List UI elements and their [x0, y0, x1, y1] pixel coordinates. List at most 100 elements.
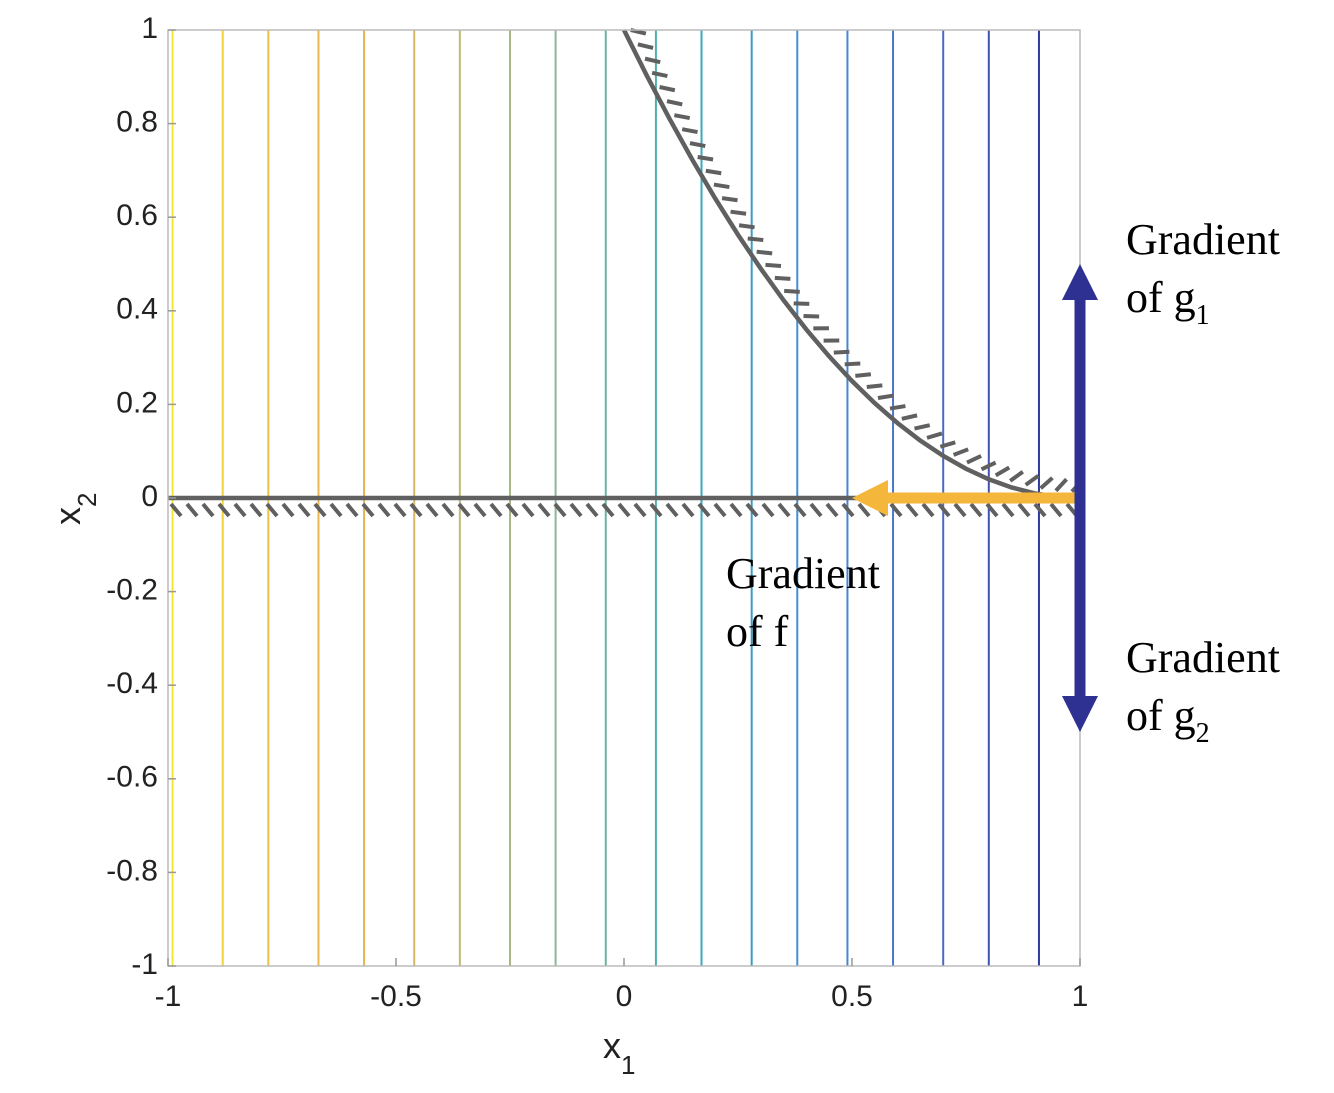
- hatch: [409, 502, 423, 518]
- hatch: [784, 288, 800, 294]
- hatch: [953, 502, 967, 518]
- hatch: [841, 502, 855, 518]
- hatch: [844, 361, 861, 367]
- hatch: [1001, 502, 1015, 518]
- hatch: [914, 423, 931, 431]
- hatch: [489, 502, 503, 518]
- hatch: [803, 314, 820, 319]
- hatch: [637, 42, 654, 50]
- hatch: [457, 502, 471, 518]
- hatch: [747, 236, 764, 243]
- hatch: [585, 502, 599, 518]
- hatch: [681, 127, 698, 135]
- arrow-head: [1062, 696, 1098, 732]
- hatch: [425, 502, 439, 518]
- hatch: [969, 502, 983, 518]
- y-tick-label: 0.6: [116, 199, 158, 232]
- hatch: [393, 502, 407, 518]
- x-tick-label: 0.5: [831, 980, 873, 1013]
- hatch: [713, 182, 730, 190]
- y-tick-label: -0.8: [106, 854, 158, 887]
- hatch: [901, 413, 918, 421]
- hatch: [169, 502, 183, 518]
- hatch: [666, 99, 683, 107]
- hatch: [877, 393, 894, 400]
- hatch: [659, 85, 676, 93]
- y-tick-label: 0: [141, 480, 158, 513]
- hatch: [617, 502, 631, 518]
- y-tick-label: -0.2: [106, 574, 158, 607]
- hatch: [345, 502, 359, 518]
- y-axis-label: x2: [47, 493, 102, 525]
- hatch: [1024, 474, 1040, 487]
- annotation: Gradient: [726, 549, 880, 598]
- hatch: [738, 223, 755, 230]
- hatch: [793, 301, 810, 306]
- x-tick-label: -0.5: [370, 980, 422, 1013]
- hatch: [329, 502, 343, 518]
- hatch: [233, 502, 247, 518]
- hatch: [1049, 502, 1063, 518]
- hatch: [966, 454, 982, 465]
- hatch: [537, 502, 551, 518]
- hatch: [697, 502, 711, 518]
- constraint-hatch: [630, 28, 1084, 493]
- hatch: [665, 502, 679, 518]
- hatch: [553, 502, 567, 518]
- annotation-main: of g: [1126, 691, 1196, 740]
- hatch: [1017, 502, 1031, 518]
- hatch: [681, 502, 695, 518]
- y-tick-label: 0.8: [116, 106, 158, 139]
- x-tick-label: 0: [616, 980, 633, 1013]
- hatch: [473, 502, 487, 518]
- hatch: [689, 141, 706, 149]
- y-tick-label: 0.2: [116, 386, 158, 419]
- hatch: [980, 460, 997, 472]
- hatch: [265, 502, 279, 518]
- hatch: [721, 196, 738, 203]
- hatch: [441, 502, 455, 518]
- hatch: [793, 502, 807, 518]
- hatch: [644, 56, 661, 65]
- annotation-sub: 1: [1196, 300, 1210, 331]
- y-tick-label: -0.6: [106, 761, 158, 794]
- hatch: [651, 70, 668, 79]
- hatch: [297, 502, 311, 518]
- annotation: Gradient: [1126, 215, 1280, 264]
- hatch: [730, 209, 747, 216]
- x-axis-label-sub: 1: [621, 1050, 635, 1080]
- annotation-sub: 2: [1196, 718, 1210, 749]
- hatch: [249, 502, 263, 518]
- x-axis-label-main: x: [603, 1025, 621, 1066]
- hatch: [1054, 477, 1068, 493]
- annotation: Gradient: [1126, 633, 1280, 682]
- hatch: [217, 502, 231, 518]
- hatch: [713, 502, 727, 518]
- hatch: [825, 502, 839, 518]
- hatch: [1009, 470, 1025, 483]
- hatch: [889, 502, 903, 518]
- hatch: [905, 502, 919, 518]
- hatch: [697, 155, 714, 162]
- y-tick-label: -1: [131, 948, 158, 981]
- hatch: [633, 502, 647, 518]
- hatch: [937, 502, 951, 518]
- constraint-hatch: [169, 502, 1079, 518]
- x-tick-label: -1: [155, 980, 182, 1013]
- y-axis-label-main: x: [47, 507, 88, 525]
- hatch: [939, 440, 956, 449]
- hatch: [889, 404, 906, 411]
- hatch: [705, 168, 722, 176]
- hatch: [281, 502, 295, 518]
- hatch: [569, 502, 583, 518]
- hatch: [1033, 502, 1047, 518]
- hatch: [185, 502, 199, 518]
- arrow-head: [852, 480, 888, 516]
- hatch: [729, 502, 743, 518]
- hatch: [745, 502, 759, 518]
- hatch: [521, 502, 535, 518]
- hatch: [361, 502, 375, 518]
- y-tick-label: -0.4: [106, 667, 158, 700]
- y-axis-label-sub: 2: [72, 493, 102, 507]
